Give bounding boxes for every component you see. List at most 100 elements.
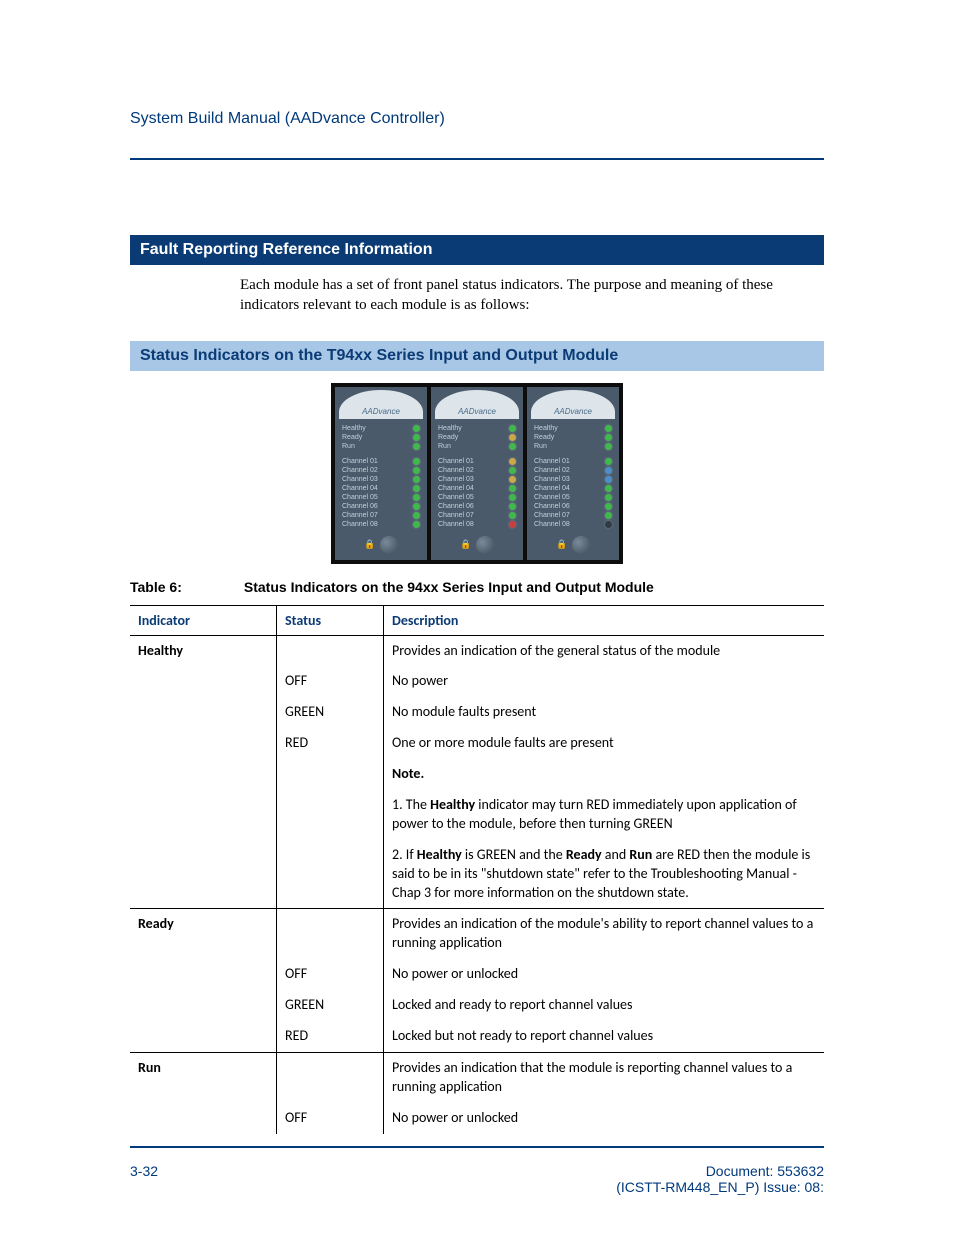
module-status-row: Run [530, 443, 616, 450]
status-indicator-table: Indicator Status Description HealthyProv… [130, 605, 824, 1134]
led-icon [509, 458, 516, 465]
table-row: Healthy Provides an indication of the gen… [130, 635, 824, 666]
section-heading-status-indicators: Status Indicators on the T94xx Series In… [130, 341, 824, 371]
table-cell-indicator: Ready [130, 909, 277, 959]
module-row-label: Channel 05 [342, 494, 378, 501]
module-panel: AADvanceHealthyReadyRunChannel 01Channel… [431, 387, 523, 560]
module-status-row: Channel 01 [434, 458, 520, 465]
module-status-row: Channel 05 [530, 494, 616, 501]
module-status-row: Channel 02 [338, 467, 424, 474]
module-row-label: Run [342, 443, 355, 450]
module-panel: AADvanceHealthyReadyRunChannel 01Channel… [527, 387, 619, 560]
led-icon [605, 512, 612, 519]
module-knob-row: 🔒 [556, 536, 589, 554]
table-row: 2. If Healthy is GREEN and the Ready and… [130, 840, 824, 909]
table-header: Status [277, 605, 384, 635]
table-cell-status [277, 840, 384, 909]
module-row-label: Channel 04 [438, 485, 474, 492]
page-number: 3-32 [130, 1163, 158, 1195]
footer-doc-line2: (ICSTT-RM448_EN_P) Issue: 08: [616, 1179, 824, 1195]
led-icon [605, 503, 612, 510]
module-status-row: Channel 06 [530, 503, 616, 510]
page-footer: 3-32 Document: 553632 (ICSTT-RM448_EN_P)… [130, 1146, 824, 1195]
table-cell-status [277, 759, 384, 790]
module-status-row: Channel 07 [338, 512, 424, 519]
module-row-label: Channel 05 [534, 494, 570, 501]
module-row-label: Channel 02 [342, 467, 378, 474]
table-cell-status: RED [277, 1021, 384, 1052]
led-icon [509, 494, 516, 501]
module-knob-row: 🔒 [460, 536, 493, 554]
table-cell-status [277, 1052, 384, 1102]
module-row-label: Run [438, 443, 451, 450]
led-icon [509, 425, 516, 432]
led-icon [605, 467, 612, 474]
table-cell-indicator [130, 666, 277, 697]
table-cell-indicator [130, 959, 277, 990]
table-cell-description: Provides an indication of the general st… [384, 635, 825, 666]
table-cell-indicator [130, 1021, 277, 1052]
module-row-label: Healthy [438, 425, 462, 432]
module-row-label: Channel 07 [534, 512, 570, 519]
table-row: OFFNo power or unlocked [130, 959, 824, 990]
module-row-label: Ready [342, 434, 362, 441]
led-icon [605, 485, 612, 492]
module-status-row: Healthy [338, 425, 424, 432]
module-status-row: Channel 07 [530, 512, 616, 519]
table-cell-indicator [130, 840, 277, 909]
document-header: System Build Manual (AADvance Controller… [130, 110, 824, 160]
module-status-row: Channel 08 [530, 521, 616, 528]
table-row: Note. [130, 759, 824, 790]
table-cell-status: GREEN [277, 697, 384, 728]
module-row-label: Channel 02 [534, 467, 570, 474]
table-cell-status [277, 909, 384, 959]
led-icon [413, 467, 420, 474]
module-row-label: Channel 07 [342, 512, 378, 519]
led-icon [605, 458, 612, 465]
table-cell-status: OFF [277, 666, 384, 697]
module-row-label: Channel 04 [534, 485, 570, 492]
module-knob [572, 536, 590, 554]
table-cell-description: Locked but not ready to report channel v… [384, 1021, 825, 1052]
table-cell-indicator [130, 1103, 277, 1134]
led-icon [509, 512, 516, 519]
led-icon [509, 434, 516, 441]
lock-icon: 🔒 [460, 539, 471, 550]
led-icon [605, 434, 612, 441]
module-status-row: Channel 04 [434, 485, 520, 492]
module-knob [476, 536, 494, 554]
table-cell-indicator [130, 697, 277, 728]
led-icon [413, 503, 420, 510]
led-icon [413, 434, 420, 441]
module-row-label: Channel 03 [342, 476, 378, 483]
module-status-row: Ready [338, 434, 424, 441]
table-row: REDLocked but not ready to report channe… [130, 1021, 824, 1052]
module-status-row: Healthy [434, 425, 520, 432]
module-status-row: Channel 06 [434, 503, 520, 510]
module-status-row: Channel 03 [434, 476, 520, 483]
table-title: Status Indicators on the 94xx Series Inp… [244, 579, 654, 595]
led-icon [413, 476, 420, 483]
table-row: 1. The Healthy indicator may turn RED im… [130, 790, 824, 840]
table-caption: Table 6: Status Indicators on the 94xx S… [130, 579, 824, 595]
led-icon [509, 467, 516, 474]
table-row: GREENNo module faults present [130, 697, 824, 728]
table-cell-indicator [130, 990, 277, 1021]
module-status-row: Channel 08 [338, 521, 424, 528]
table-cell-indicator: Healthy [130, 635, 277, 666]
table-row: OFFNo power or unlocked [130, 1103, 824, 1134]
module-status-row: Channel 02 [530, 467, 616, 474]
table-cell-description: Provides an indication that the module i… [384, 1052, 825, 1102]
section-heading-fault-reporting: Fault Reporting Reference Information [130, 235, 824, 265]
table-cell-status: GREEN [277, 990, 384, 1021]
table-cell-status: OFF [277, 959, 384, 990]
led-icon [509, 485, 516, 492]
table-row: RunProvides an indication that the modul… [130, 1052, 824, 1102]
led-icon [605, 443, 612, 450]
led-icon [413, 521, 420, 528]
module-row-label: Ready [534, 434, 554, 441]
module-status-row: Ready [530, 434, 616, 441]
table-cell-description: Provides an indication of the module's a… [384, 909, 825, 959]
module-row-label: Channel 06 [342, 503, 378, 510]
table-row: OFFNo power [130, 666, 824, 697]
